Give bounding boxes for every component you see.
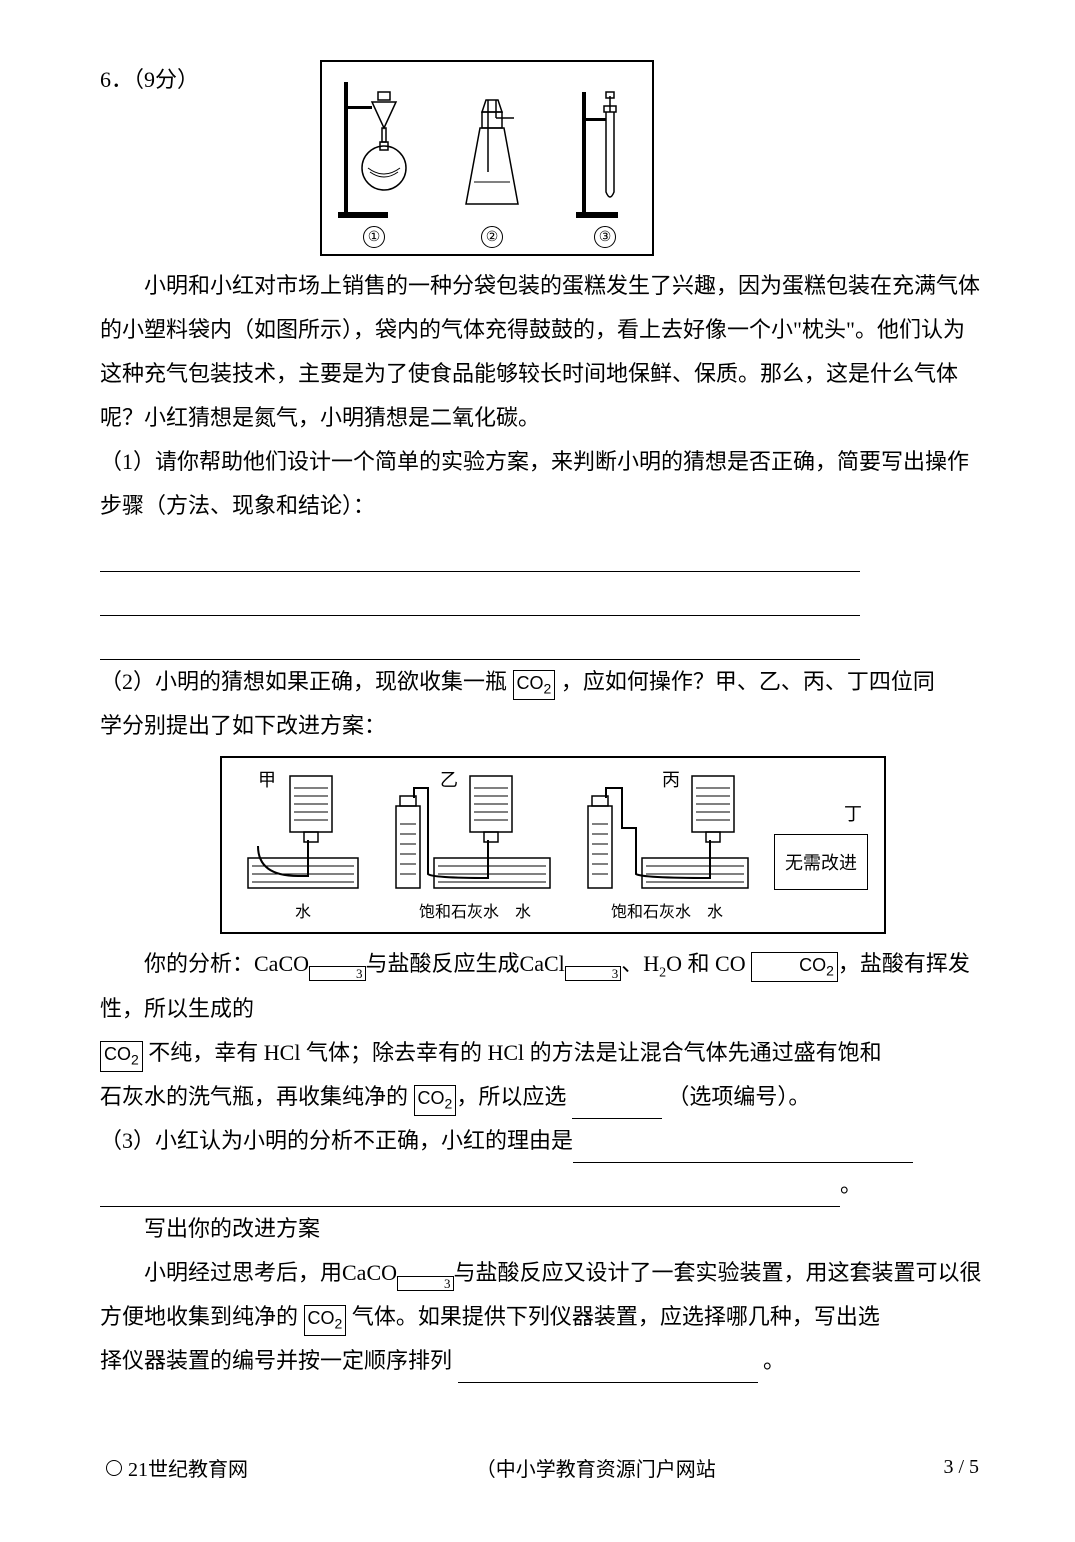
option-bing-svg: 丙 bbox=[582, 768, 752, 898]
analysis-text-8: ，所以应选 bbox=[456, 1084, 566, 1109]
apparatus-1-svg bbox=[334, 72, 414, 222]
co2-box-3: CO2 bbox=[100, 1041, 143, 1071]
footer-left: 21世纪教育网 bbox=[106, 1453, 248, 1482]
improve-line1: 写出你的改进方案 bbox=[100, 1207, 985, 1251]
option-jia-sublabel: 水 bbox=[295, 898, 311, 922]
co2-box-5: CO2 bbox=[304, 1305, 347, 1335]
apparatus-2: ② bbox=[452, 72, 532, 248]
footer-mid-text: （中小学教育资源门户网站 bbox=[248, 1453, 943, 1482]
sub2-text: 小明的猜想如果正确，现欲收集一瓶 bbox=[155, 669, 507, 694]
label-ding: 丁 bbox=[844, 800, 862, 826]
sub1-blank-line2 bbox=[100, 572, 985, 616]
apparatus-1-label: ① bbox=[363, 226, 385, 248]
option-yi-sublabel: 饱和石灰水 水 bbox=[419, 898, 531, 922]
apparatus-3: ③ bbox=[570, 72, 640, 248]
analysis-line2: CO2 不纯，幸有 HCl 气体；除去幸有的 HCl 的方法是让混合气体先通过盛… bbox=[100, 1031, 985, 1075]
option-yi-svg: 乙 bbox=[390, 768, 560, 898]
label-yi: 乙 bbox=[440, 770, 458, 790]
question-header: 6．（9分） bbox=[100, 60, 985, 256]
apparatus-3-label: ③ bbox=[594, 226, 616, 248]
option-bing-sublabel: 饱和石灰水 水 bbox=[611, 898, 723, 922]
sub1-blank-line1 bbox=[100, 528, 985, 572]
analysis-text-9: （选项编号）。 bbox=[667, 1084, 810, 1109]
sub3-text: 小红认为小明的分析不正确，小红的理由是 bbox=[155, 1128, 573, 1153]
blank-2 bbox=[100, 595, 860, 616]
label-jia: 甲 bbox=[258, 770, 276, 790]
improve-text-7: 。 bbox=[763, 1348, 785, 1373]
label-bing: 丙 bbox=[662, 770, 680, 790]
sub2-line2: 学分别提出了如下改进方案： bbox=[100, 704, 985, 748]
apparatus-2-label: ② bbox=[481, 226, 503, 248]
improve-line4: 择仪器装置的编号并按一定顺序排列 。 bbox=[100, 1339, 985, 1383]
co2-box-2: CO2 bbox=[751, 952, 838, 982]
sub1-blank-line3 bbox=[100, 616, 985, 660]
apparatus-3-svg bbox=[570, 72, 640, 222]
option-bing: 丙 bbox=[582, 768, 752, 922]
blank-option bbox=[572, 1098, 662, 1119]
option-ding: 丁 无需改进 bbox=[774, 800, 868, 890]
analysis-text-1: 你的分析：CaCO bbox=[144, 951, 309, 976]
improve-text-4: 方便地收集到纯净的 bbox=[100, 1304, 298, 1329]
sub3-period: 。 bbox=[840, 1172, 862, 1197]
intro-paragraph: 小明和小红对市场上销售的一种分袋包装的蛋糕发生了兴趣，因为蛋糕包装在充满气体的小… bbox=[100, 264, 985, 440]
sub1-text: 请你帮助他们设计一个简单的实验方案，来判断小明的猜想是否正确，简要写出操作步骤（… bbox=[100, 449, 969, 518]
blank-sequence bbox=[458, 1362, 758, 1383]
subscript-3a: 3 bbox=[309, 966, 366, 981]
sub3: （3）小红认为小明的分析不正确，小红的理由是 bbox=[100, 1119, 985, 1163]
blank-reason-1 bbox=[573, 1142, 913, 1163]
option-jia: 甲 水 bbox=[238, 768, 368, 922]
blank-1 bbox=[100, 551, 860, 572]
options-row: 甲 水 bbox=[238, 768, 868, 922]
page-root: 6．（9分） bbox=[0, 0, 1075, 1542]
sub1: （1）请你帮助他们设计一个简单的实验方案，来判断小明的猜想是否正确，简要写出操作… bbox=[100, 440, 985, 528]
option-jia-svg: 甲 bbox=[238, 768, 368, 898]
improve-text-1: 写出你的改进方案 bbox=[144, 1216, 320, 1241]
co2-boxed: CO2 bbox=[513, 670, 556, 700]
options-figure: 甲 水 bbox=[220, 756, 886, 934]
apparatus-1: ① bbox=[334, 72, 414, 248]
improve-text-3: 与盐酸反应又设计了一套实验装置，用这套装置可以很 bbox=[454, 1260, 982, 1285]
sub3-blank-line: 。 bbox=[100, 1163, 985, 1207]
analysis-text-6: 不纯，幸有 HCl 气体；除去幸有的 HCl 的方法是让混合气体先通过盛有饱和 bbox=[148, 1040, 881, 1065]
sub2-label: （2） bbox=[100, 669, 155, 694]
footer-left-text: 21世纪教育网 bbox=[128, 1453, 248, 1482]
co2-box-4: CO2 bbox=[414, 1085, 457, 1115]
subscript-3c: 3 bbox=[397, 1276, 454, 1291]
footer-icon bbox=[106, 1460, 122, 1476]
analysis-text-3: 、H bbox=[621, 951, 659, 976]
apparatus-2-svg bbox=[452, 72, 532, 222]
blank-reason-2 bbox=[100, 1186, 840, 1207]
analysis-text-4: O 和 CO bbox=[666, 951, 745, 976]
sub2: （2）小明的猜想如果正确，现欲收集一瓶 CO2 ，应如何操作？甲、乙、丙、丁四位… bbox=[100, 660, 985, 704]
improve-line2: 小明经过思考后，用CaCO3与盐酸反应又设计了一套实验装置，用这套装置可以很 bbox=[100, 1251, 985, 1295]
ding-text-box: 无需改进 bbox=[774, 834, 868, 890]
sub1-label: （1） bbox=[100, 449, 155, 474]
analysis-text-2: 与盐酸反应生成CaCl bbox=[366, 951, 565, 976]
apparatus-figure-top: ① bbox=[320, 60, 654, 256]
apparatus-row: ① bbox=[334, 72, 640, 248]
analysis-line3: 石灰水的洗气瓶，再收集纯净的 CO2，所以应选 （选项编号）。 bbox=[100, 1075, 985, 1119]
analysis-text-7: 石灰水的洗气瓶，再收集纯净的 bbox=[100, 1084, 408, 1109]
footer-page: 3 / 5 bbox=[943, 1456, 979, 1479]
improve-text-2: 小明经过思考后，用CaCO bbox=[144, 1260, 397, 1285]
improve-text-6: 择仪器装置的编号并按一定顺序排列 bbox=[100, 1348, 452, 1373]
improve-line3: 方便地收集到纯净的 CO2 气体。如果提供下列仪器装置，应选择哪几种，写出选 bbox=[100, 1295, 985, 1339]
question-number: 6．（9分） bbox=[100, 60, 320, 100]
sub3-label: （3） bbox=[100, 1128, 155, 1153]
option-yi: 乙 bbox=[390, 768, 560, 922]
improve-text-5: 气体。如果提供下列仪器装置，应选择哪几种，写出选 bbox=[352, 1304, 880, 1329]
subscript-3b: 3 bbox=[565, 966, 622, 981]
analysis-line1: 你的分析：CaCO3与盐酸反应生成CaCl3、H2O 和 CO CO2，盐酸有挥… bbox=[100, 942, 985, 1031]
page-footer: 21世纪教育网 （中小学教育资源门户网站 3 / 5 bbox=[100, 1453, 985, 1482]
blank-3 bbox=[100, 639, 860, 660]
